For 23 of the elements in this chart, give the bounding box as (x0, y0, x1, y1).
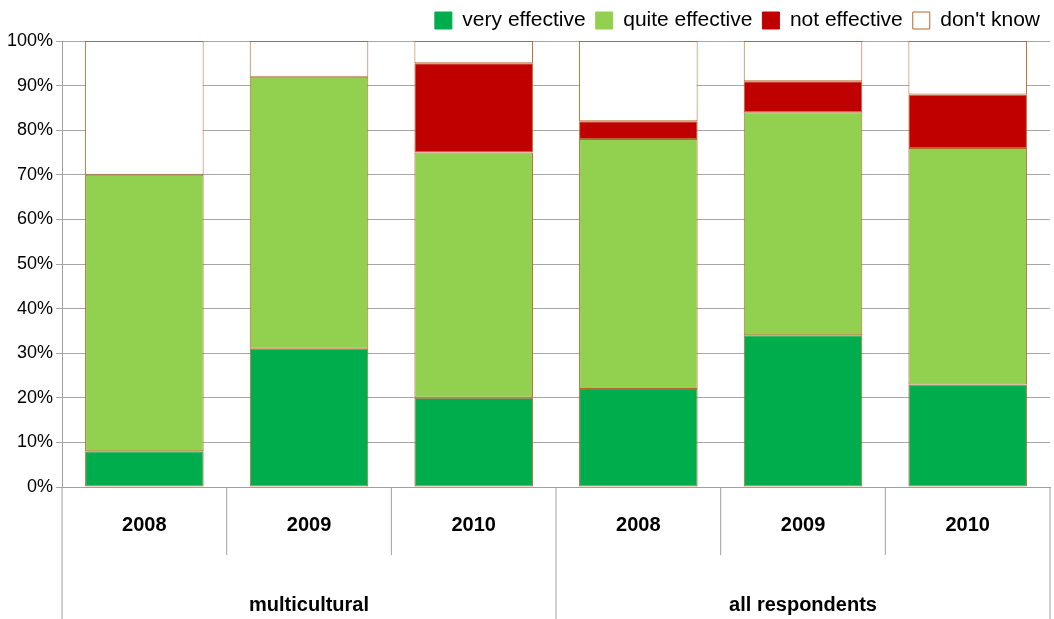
y-tick-label: 30% (17, 342, 54, 363)
y-tick-label: 70% (17, 163, 54, 184)
x-tick-label: 2009 (780, 512, 826, 535)
text: multicultural (249, 592, 370, 615)
x-tick-label: 2008 (122, 512, 167, 535)
legend-label: not effective (789, 7, 903, 31)
y-tick-label: 40% (17, 297, 54, 318)
y-tick-label: 10% (17, 431, 54, 452)
legend-label: very effective (462, 7, 586, 31)
y-tick-label: 60% (17, 208, 54, 229)
x-tick-label: 2009 (286, 512, 332, 535)
text: all respondents (729, 592, 877, 615)
x-tick-label: 2008 (616, 512, 661, 535)
x-tick-label: 2010 (945, 512, 990, 535)
y-tick-label: 80% (17, 119, 54, 140)
x-tick-label: 2010 (451, 512, 496, 535)
legend-label: quite effective (623, 7, 753, 31)
legend-label: don't know (940, 7, 1041, 31)
y-tick-label: 20% (17, 386, 54, 407)
y-tick-label: 100% (6, 29, 54, 50)
y-tick-label: 90% (17, 74, 54, 95)
y-tick-label: 0% (27, 475, 54, 496)
y-tick-label: 50% (17, 252, 54, 273)
